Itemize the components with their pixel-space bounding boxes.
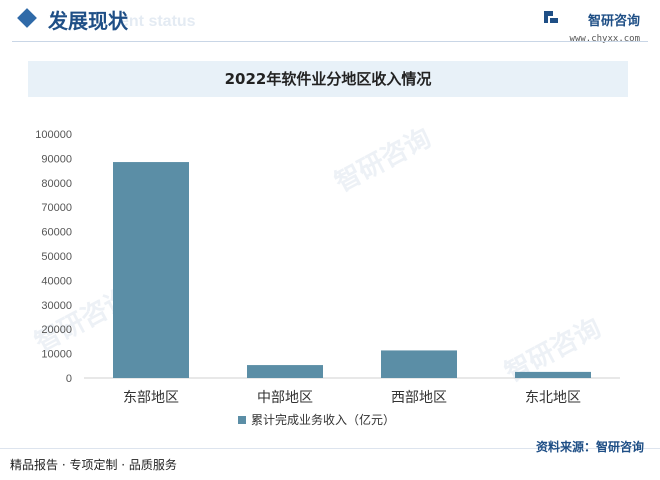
footer-slogan: 精品报告 · 专项定制 · 品质服务: [10, 458, 177, 472]
footer-divider: [0, 448, 660, 449]
y-tick-label: 40000: [41, 275, 72, 287]
chart-title-band: 2022年软件业分地区收入情况: [28, 61, 628, 97]
chart-title: 2022年软件业分地区收入情况: [224, 70, 432, 88]
y-tick-label: 0: [66, 373, 72, 385]
bar: [247, 365, 323, 378]
y-tick-label: 20000: [41, 324, 72, 336]
bar: [515, 371, 591, 378]
y-tick-label: 100000: [35, 129, 72, 141]
x-tick-label: 东北地区: [525, 390, 581, 406]
y-tick-label: 80000: [41, 178, 72, 190]
header-divider: [12, 41, 648, 42]
bar-chart: 0 10000 20000 30000 40000 50000 60000 70000 8000…: [35, 129, 620, 427]
bar: [113, 162, 189, 378]
legend-swatch: [238, 416, 246, 424]
y-tick-label: 70000: [41, 202, 72, 214]
y-tick-label: 10000: [41, 349, 72, 361]
header: ent status 发展现状 智研咨询 www.chyxx.com: [0, 0, 660, 44]
x-tick-label: 东部地区: [123, 390, 179, 406]
y-tick-label: 50000: [41, 251, 72, 263]
y-tick-label: 90000: [41, 153, 72, 165]
bar: [381, 350, 457, 378]
footer-source: 资料来源：智研咨询: [535, 440, 644, 454]
y-tick-label: 30000: [41, 300, 72, 312]
header-title: 发展现状: [48, 9, 128, 33]
footer: 资料来源：智研咨询 精品报告 · 专项定制 · 品质服务: [0, 440, 660, 480]
legend-label: 累计完成业务收入（亿元）: [251, 412, 395, 427]
y-tick-label: 60000: [41, 227, 72, 239]
brand-logo-icon: [544, 11, 558, 23]
brand-name: 智研咨询: [587, 14, 640, 29]
x-tick-label: 中部地区: [257, 390, 313, 406]
brand-url: www.chyxx.com: [569, 34, 640, 44]
x-tick-label: 西部地区: [391, 390, 447, 406]
header-subtitle: ent status: [120, 13, 196, 30]
